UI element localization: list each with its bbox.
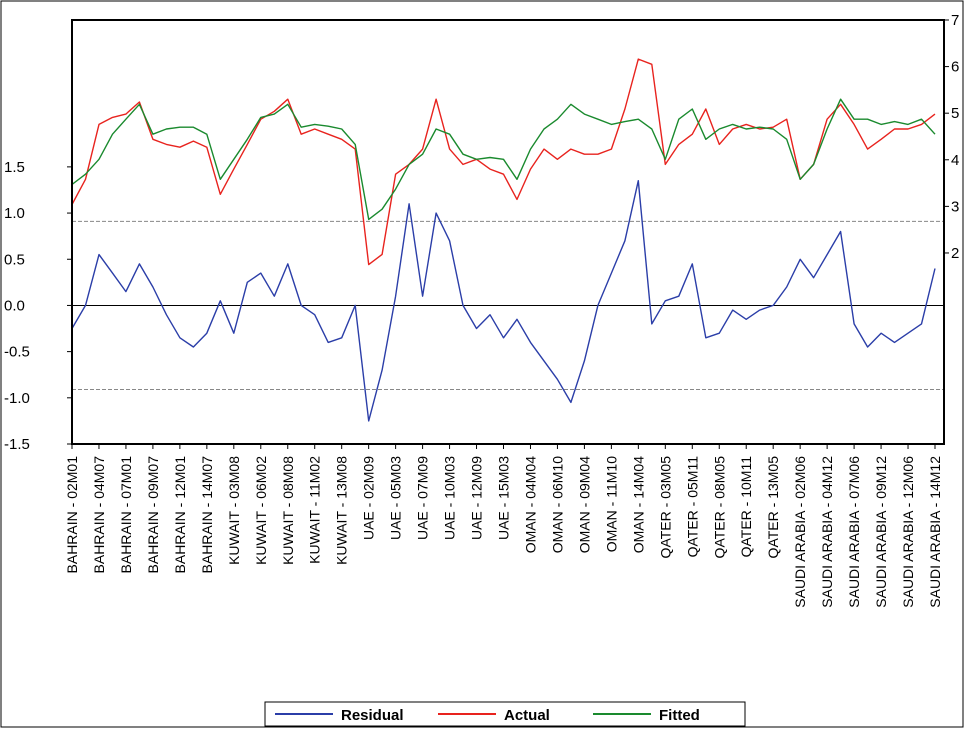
plot-border	[71, 19, 945, 445]
x-tick-label: UAE - 07M09	[415, 456, 431, 540]
y2-tick-label: 6	[951, 59, 959, 76]
x-tick-label: BAHRAIN - 07M01	[118, 456, 134, 574]
y2-tick-label: 5	[951, 105, 959, 122]
y2-tick-label: 4	[951, 152, 959, 169]
x-tick-label: QATER - 10M11	[738, 456, 754, 558]
series-line	[72, 98, 936, 221]
legend-box	[264, 701, 746, 727]
y2-tick-label: 7	[951, 12, 959, 29]
series-line	[72, 58, 936, 266]
y2-tick-label: 2	[951, 245, 959, 262]
x-tick-label: QATER - 05M11	[684, 456, 700, 558]
y2-tick-label: 3	[951, 198, 959, 215]
x-tick-label: SAUDI ARABIA - 07M06	[846, 456, 862, 608]
x-tick-label: UAE - 12M09	[469, 456, 485, 540]
y-tick-label: 1.5	[4, 159, 25, 176]
x-tick-label: QATER - 03M05	[657, 456, 673, 559]
y-tick-label: 0.0	[4, 297, 25, 314]
y-tick-label: -1.5	[4, 436, 30, 453]
x-tick-label: OMAN - 09M04	[576, 456, 592, 553]
x-tick-label: OMAN - 04M04	[522, 456, 538, 553]
x-tick-label: BAHRAIN - 09M07	[145, 456, 161, 574]
x-tick-label: KUWAIT - 06M02	[253, 456, 269, 565]
legend-label: Residual	[341, 707, 404, 724]
x-tick-label: OMAN - 14M04	[630, 456, 646, 553]
y-tick-label: 1.0	[4, 205, 25, 222]
x-tick-label: QATER - 08M05	[711, 456, 727, 559]
x-tick-label: KUWAIT - 11M02	[307, 456, 323, 564]
x-tick-label: QATER - 13M05	[765, 456, 781, 559]
x-tick-label: UAE - 10M03	[442, 456, 458, 540]
y-tick-label: 0.5	[4, 251, 25, 268]
x-tick-label: BAHRAIN - 12M01	[172, 456, 188, 574]
legend-label: Fitted	[659, 707, 700, 724]
x-tick-label: KUWAIT - 08M08	[280, 456, 296, 565]
x-tick-label: UAE - 05M03	[388, 456, 404, 540]
plot-area	[72, 58, 944, 422]
legend-label: Actual	[504, 707, 550, 724]
x-tick-label: BAHRAIN - 04M07	[91, 456, 107, 574]
x-tick-label: UAE - 02M09	[361, 456, 377, 540]
x-tick-label: OMAN - 11M10	[603, 456, 619, 552]
x-tick-label: UAE - 15M03	[496, 456, 512, 540]
x-tick-label: SAUDI ARABIA - 04M12	[819, 456, 835, 608]
series-line	[72, 180, 936, 422]
x-tick-label: BAHRAIN - 14M07	[199, 456, 215, 574]
x-tick-label: SAUDI ARABIA - 02M06	[792, 456, 808, 608]
y-tick-label: -0.5	[4, 344, 30, 361]
legend: Residual Actual Fitted	[264, 701, 746, 727]
x-tick-label: KUWAIT - 13M08	[334, 456, 350, 565]
x-tick-label: BAHRAIN - 02M01	[64, 456, 80, 574]
x-tick-label: SAUDI ARABIA - 14M12	[927, 456, 943, 608]
y-tick-label: -1.0	[4, 390, 30, 407]
x-tick-label: SAUDI ARABIA - 12M06	[900, 456, 916, 608]
x-tick-label: KUWAIT - 03M08	[226, 456, 242, 565]
x-tick-label: OMAN - 06M10	[549, 456, 565, 553]
x-tick-label: SAUDI ARABIA - 09M12	[873, 456, 889, 608]
